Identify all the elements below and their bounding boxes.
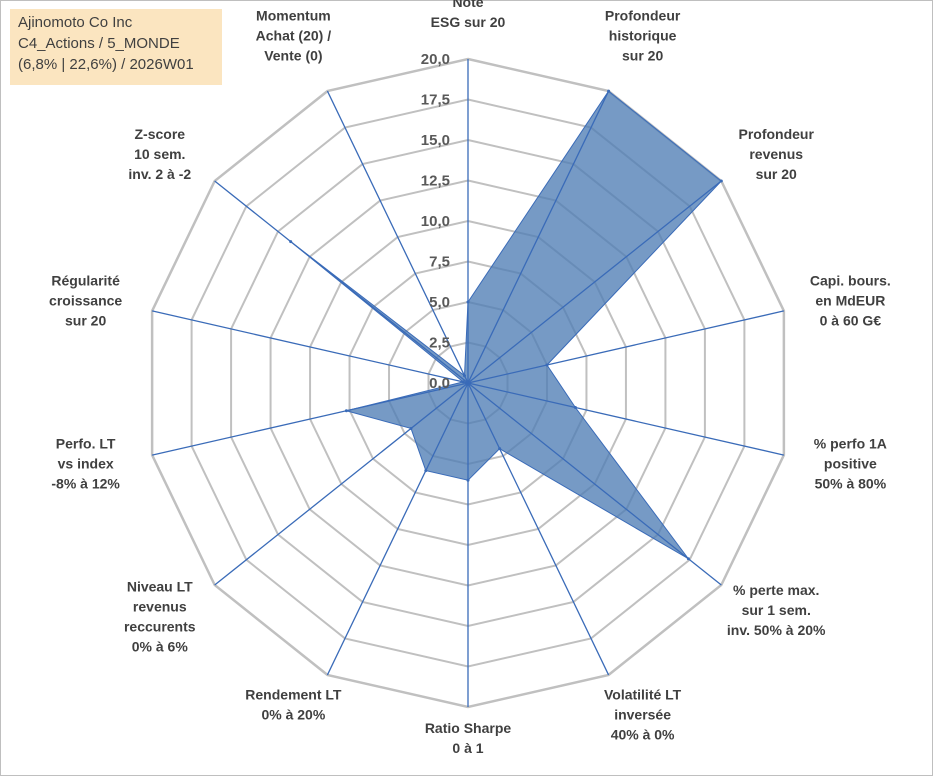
axis-label-line: Achat (20) / <box>256 27 332 43</box>
title-line-category: C4_Actions / 5_MONDE <box>18 35 180 52</box>
tick-label: 7,5 <box>429 254 450 271</box>
tick-label: 5,0 <box>429 294 450 311</box>
axis-label-line: Ratio Sharpe <box>425 720 512 736</box>
axis-label-line: historique <box>609 27 677 43</box>
axis-spoke <box>151 310 469 384</box>
axis-label-line: 40% à 0% <box>611 727 675 743</box>
axis-label-line: % perte max. <box>733 582 819 598</box>
axis-spoke <box>214 382 469 586</box>
axis-label-line: Volatilité LT <box>604 687 682 703</box>
axis-label: % perte max. sur 1 sem. inv. 50% à 20% <box>727 582 826 638</box>
axis-label-line: Capi. bours. <box>810 273 891 289</box>
axis-label-line: 0 à 60 G€ <box>820 313 882 329</box>
axis-label-line: reccurents <box>124 618 196 634</box>
axis-label-line: Perfo. LT <box>56 435 116 451</box>
axis-label-line: sur 20 <box>622 47 663 63</box>
axis-label-line: Note <box>452 0 483 10</box>
axis-label: Perfo. LT vs index -8% à 12% <box>51 435 120 491</box>
axis-label: Niveau LT revenus reccurents 0% à 6% <box>124 578 196 654</box>
axis-label: Profondeur historique sur 20 <box>605 7 681 63</box>
tick-label: 17,5 <box>421 92 450 109</box>
axis-label: Volatilité LT inversée 40% à 0% <box>604 687 682 743</box>
chart-title-box: Ajinomoto Co Inc C4_Actions / 5_MONDE (6… <box>10 9 222 85</box>
axis-label-line: Vente (0) <box>264 47 322 63</box>
axis-label-line: croissance <box>49 293 122 309</box>
tick-label: 12,5 <box>421 173 450 190</box>
axis-label-line: sur 20 <box>756 166 797 182</box>
radar-tick-labels: 0,0 2,5 5,0 7,5 10,0 12,5 15,0 17,5 20,0 <box>421 51 450 392</box>
tick-label: 20,0 <box>421 51 450 68</box>
axis-spoke <box>214 180 469 384</box>
axis-spoke <box>326 90 469 384</box>
axis-label-line: Niveau LT <box>127 578 193 594</box>
axis-label-line: Profondeur <box>605 7 681 23</box>
axis-label-line: Rendement LT <box>245 687 342 703</box>
axis-label-line: inv. 2 à -2 <box>128 166 191 182</box>
radar-series <box>289 89 723 561</box>
axis-spoke <box>467 382 785 456</box>
axis-label-line: Profondeur <box>738 126 814 142</box>
axis-label-line: Momentum <box>256 7 331 23</box>
axis-label-line: -8% à 12% <box>51 475 120 491</box>
axis-label: Régularité croissance sur 20 <box>49 273 122 329</box>
axis-label-line: inv. 50% à 20% <box>727 622 826 638</box>
axis-spoke <box>151 382 469 456</box>
axis-label-line: positive <box>824 455 877 471</box>
axis-label-line: Régularité <box>51 273 120 289</box>
axis-label-line: 0 à 1 <box>452 740 483 756</box>
axis-label: Ratio Sharpe 0 à 1 <box>425 720 512 756</box>
axis-label: % perfo 1A positive 50% à 80% <box>814 435 887 491</box>
axis-spoke <box>467 90 610 384</box>
title-line-company: Ajinomoto Co Inc <box>18 14 133 31</box>
radar-axis-labels: Note ESG sur 20 Profondeur historique sur 20… <box>49 0 891 756</box>
axis-label-line: % perfo 1A <box>814 435 887 451</box>
axis-label-line: ESG sur 20 <box>431 14 506 30</box>
radar-spokes <box>151 59 785 707</box>
axis-label-line: 50% à 80% <box>815 475 887 491</box>
axis-label-line: revenus <box>749 146 803 162</box>
axis-label: Momentum Achat (20) / Vente (0) <box>256 7 332 63</box>
axis-label-line: 0% à 6% <box>132 638 189 654</box>
axis-spoke <box>467 382 722 586</box>
axis-label: Note ESG sur 20 <box>431 0 506 30</box>
title-line-stats: (6,8% | 22,6%) / 2026W01 <box>18 56 194 73</box>
axis-label-line: revenus <box>133 598 187 614</box>
axis-label-line: 10 sem. <box>134 146 185 162</box>
series-area <box>290 90 723 560</box>
axis-spoke <box>467 310 785 384</box>
axis-label-line: en MdEUR <box>815 293 885 309</box>
axis-spoke <box>467 180 722 384</box>
axis-label: Z-score 10 sem. inv. 2 à -2 <box>128 126 191 182</box>
tick-label: 15,0 <box>421 132 450 149</box>
axis-label: Rendement LT 0% à 20% <box>245 687 342 723</box>
axis-label-line: vs index <box>58 455 114 471</box>
axis-spoke <box>467 382 610 676</box>
tick-label: 10,0 <box>421 213 450 230</box>
axis-label: Profondeur revenus sur 20 <box>738 126 814 182</box>
axis-label-line: inversée <box>614 707 671 723</box>
axis-label-line: sur 20 <box>65 313 106 329</box>
tick-label: 0,0 <box>429 375 450 392</box>
axis-label-line: sur 1 sem. <box>742 602 811 618</box>
axis-spoke <box>326 382 469 676</box>
tick-label: 2,5 <box>429 335 450 352</box>
axis-label: Capi. bours. en MdEUR 0 à 60 G€ <box>810 273 891 329</box>
axis-label-line: 0% à 20% <box>261 707 325 723</box>
axis-label-line: Z-score <box>134 126 185 142</box>
